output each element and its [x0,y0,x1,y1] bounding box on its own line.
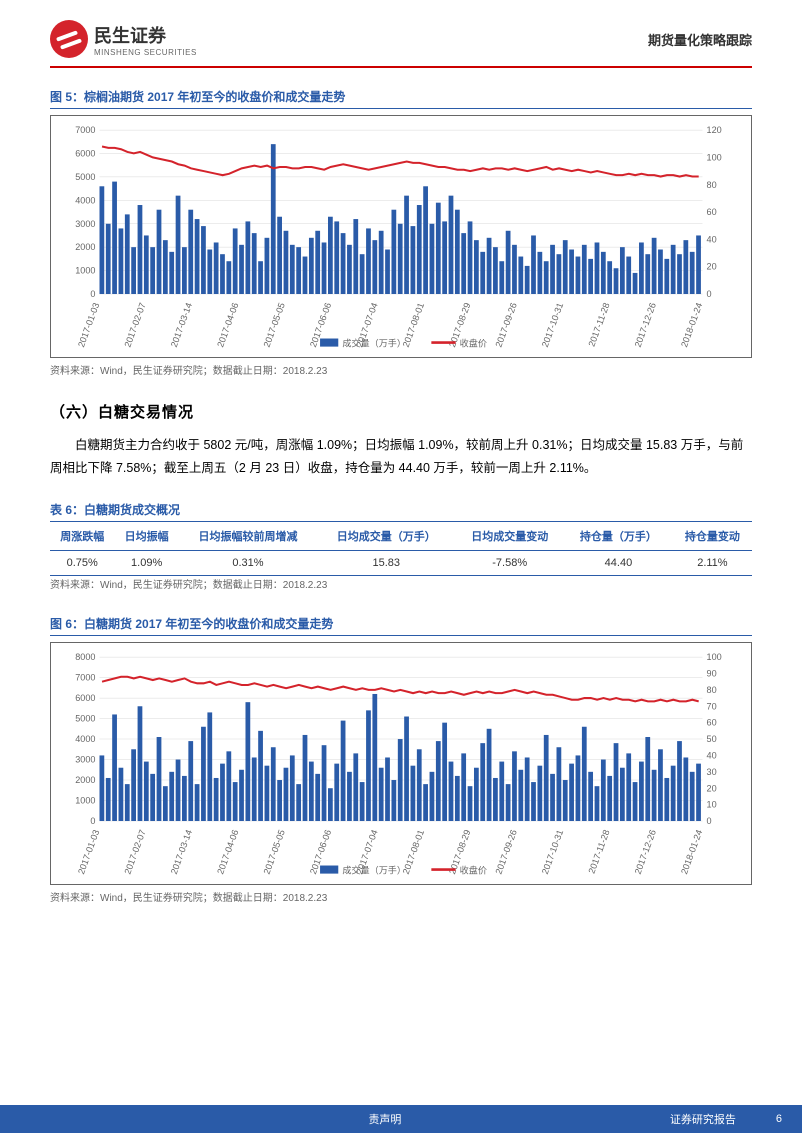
svg-text:5000: 5000 [75,714,95,724]
header-right-title: 期货量化策略跟踪 [648,30,752,49]
svg-text:2000: 2000 [75,242,95,252]
svg-text:1000: 1000 [75,266,95,276]
svg-text:2017-03-14: 2017-03-14 [169,829,194,876]
svg-text:90: 90 [707,669,717,679]
svg-text:2017-11-28: 2017-11-28 [587,829,612,875]
svg-text:2017-09-26: 2017-09-26 [494,301,519,348]
svg-text:40: 40 [707,751,717,761]
svg-text:2017-04-06: 2017-04-06 [215,301,240,348]
footer-page-number: 6 [776,1113,802,1125]
footer-disclaimer: 责声明 [0,1111,670,1127]
svg-text:2017-04-06: 2017-04-06 [215,829,240,876]
page-header: 民生证券 MINSHENG SECURITIES 期货量化策略跟踪 [50,20,752,68]
svg-text:7000: 7000 [75,673,95,683]
fig5-title: 图 5：棕榈油期货 2017 年初至今的收盘价和成交量走势 [50,88,752,109]
svg-text:8000: 8000 [75,652,95,662]
svg-text:2017-10-31: 2017-10-31 [540,301,565,348]
svg-text:10: 10 [707,800,717,810]
logo: 民生证券 MINSHENG SECURITIES [50,20,197,58]
svg-text:30: 30 [707,767,717,777]
logo-text-en: MINSHENG SECURITIES [94,48,197,57]
svg-text:2017-03-14: 2017-03-14 [169,301,194,348]
svg-text:2017-02-07: 2017-02-07 [122,829,147,876]
svg-text:2017-12-26: 2017-12-26 [633,301,658,348]
fig6-title: 图 6：白糖期货 2017 年初至今的收盘价和成交量走势 [50,615,752,636]
svg-text:成交量（万手）: 成交量（万手） [342,338,406,349]
svg-text:120: 120 [707,125,722,135]
svg-text:2017-02-07: 2017-02-07 [122,301,147,348]
page-footer: 责声明 证券研究报告 6 [0,1105,802,1133]
svg-text:6000: 6000 [75,693,95,703]
fig5-source: 资料来源：Wind，民生证券研究院；数据截止日期：2018.2.23 [50,362,752,377]
table-cell: 1.09% [114,551,178,576]
logo-text-cn: 民生证券 [94,22,197,48]
svg-text:50: 50 [707,734,717,744]
svg-text:80: 80 [707,685,717,695]
svg-text:2000: 2000 [75,775,95,785]
table-header: 持仓量变动 [673,522,752,551]
table-cell: 15.83 [317,551,455,576]
svg-text:0: 0 [707,816,712,826]
svg-text:6000: 6000 [75,149,95,159]
table-header: 持仓量（万手） [564,522,673,551]
table6-title: 表 6：白糖期货成交概况 [50,501,752,522]
fig6-source: 资料来源：Wind，民生证券研究院；数据截止日期：2018.2.23 [50,889,752,904]
svg-text:4000: 4000 [75,195,95,205]
section6-head: （六）白糖交易情况 [50,401,752,422]
svg-text:2017-01-03: 2017-01-03 [76,301,101,348]
svg-text:4000: 4000 [75,734,95,744]
svg-text:100: 100 [707,652,722,662]
svg-text:3000: 3000 [75,755,95,765]
table6-source: 资料来源：Wind，民生证券研究院；数据截止日期：2018.2.23 [50,576,752,591]
svg-text:0: 0 [90,816,95,826]
table-cell: 2.11% [673,551,752,576]
svg-text:100: 100 [707,152,722,162]
table-header: 日均成交量变动 [455,522,564,551]
svg-text:1000: 1000 [75,796,95,806]
svg-text:60: 60 [707,718,717,728]
svg-text:2017-10-31: 2017-10-31 [540,829,565,876]
svg-text:0: 0 [707,289,712,299]
svg-text:20: 20 [707,262,717,272]
table-header: 日均振幅较前周增减 [179,522,317,551]
svg-text:40: 40 [707,234,717,244]
table-cell: 0.31% [179,551,317,576]
svg-text:2017-11-28: 2017-11-28 [587,301,612,347]
svg-text:80: 80 [707,180,717,190]
svg-text:60: 60 [707,207,717,217]
svg-text:2017-09-26: 2017-09-26 [494,829,519,876]
table-cell: 0.75% [50,551,114,576]
svg-text:7000: 7000 [75,125,95,135]
svg-text:5000: 5000 [75,172,95,182]
table6: 周涨跌幅日均振幅日均振幅较前周增减日均成交量（万手）日均成交量变动持仓量（万手）… [50,522,752,576]
svg-text:2017-01-03: 2017-01-03 [76,829,101,876]
table-header: 日均振幅 [114,522,178,551]
svg-text:0: 0 [90,289,95,299]
table-header: 周涨跌幅 [50,522,114,551]
table-header: 日均成交量（万手） [317,522,455,551]
svg-text:收盘价: 收盘价 [460,338,487,349]
svg-text:70: 70 [707,702,717,712]
svg-text:2017-05-05: 2017-05-05 [262,829,287,876]
table-cell: 44.40 [564,551,673,576]
svg-text:成交量（万手）: 成交量（万手） [342,865,406,876]
fig5-chart: 0 1000 2000 3000 4000 5000 6000 7000 0 20 40 60 80 10… [50,115,752,358]
logo-mark-icon [50,20,88,58]
table-cell: -7.58% [455,551,564,576]
svg-text:20: 20 [707,783,717,793]
svg-text:3000: 3000 [75,219,95,229]
svg-text:2018-01-24: 2018-01-24 [679,301,704,348]
svg-text:2018-01-24: 2018-01-24 [679,829,704,876]
section6-body: 白糖期货主力合约收于 5802 元/吨，周涨幅 1.09%；日均振幅 1.09%… [50,434,752,482]
svg-text:2017-05-05: 2017-05-05 [262,301,287,348]
footer-report-label: 证券研究报告 [670,1111,776,1127]
svg-text:2017-12-26: 2017-12-26 [633,829,658,876]
svg-text:收盘价: 收盘价 [460,865,487,876]
fig6-chart: 0 1000 2000 3000 4000 5000 6000 7000 8000 0 10 20 30… [50,642,752,885]
